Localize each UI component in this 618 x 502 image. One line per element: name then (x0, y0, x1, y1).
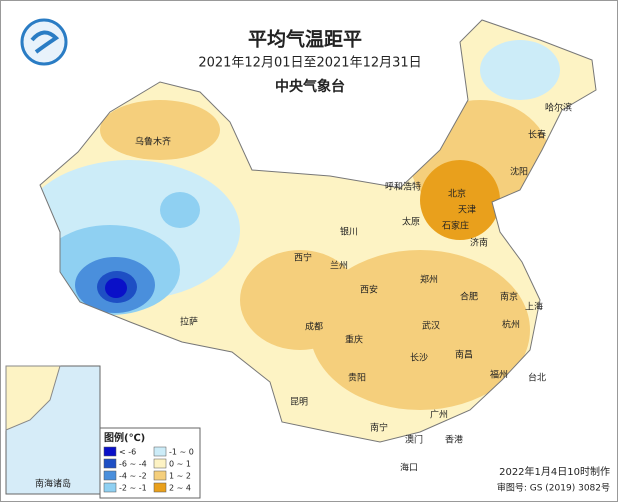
city-label: 北京 (448, 188, 466, 200)
city-label: 拉萨 (180, 316, 198, 328)
city-label: 广州 (430, 409, 448, 421)
city-label: 南宁 (370, 422, 388, 434)
approval: 审图号: GS (2019) 3082号 (497, 482, 610, 494)
city-label: 香港 (445, 434, 463, 446)
city-label: 贵阳 (348, 372, 366, 384)
legend-swatch (103, 458, 117, 469)
city-label: 西安 (360, 284, 378, 296)
city-label: 海口 (400, 462, 418, 474)
agency: 中央气象台 (275, 78, 345, 95)
city-label: 沈阳 (510, 166, 528, 178)
title: 平均气温距平 (248, 28, 362, 51)
legend-label: 0 ~ 1 (169, 460, 191, 469)
legend-swatch (103, 446, 117, 457)
city-label: 天津 (458, 205, 476, 216)
city-label: 澳门 (405, 434, 423, 446)
city-label: 长沙 (410, 352, 428, 364)
legend-label: < -6 (119, 448, 136, 457)
legend-label: -1 ~ 0 (169, 448, 194, 457)
city-label: 合肥 (460, 291, 478, 303)
legend-label: 2 ~ 4 (169, 484, 191, 493)
city-label: 南京 (500, 291, 518, 303)
city-label: 福州 (490, 369, 508, 381)
city-label: 兰州 (330, 260, 348, 272)
legend-swatch (153, 458, 167, 469)
city-label: 太原 (402, 216, 420, 228)
border (39, 19, 597, 443)
made-date: 2022年1月4日10时制作 (499, 465, 610, 478)
legend: 图例(℃) < -6 -6 ~ -4 -4 ~ -2 -2 ~ -1 -1 ~ 0 0 ~… (99, 427, 201, 499)
logo (20, 18, 68, 66)
legend-title: 图例(℃) (104, 431, 145, 444)
city-label: 乌鲁木齐 (135, 136, 171, 148)
city-label: 哈尔滨 (545, 102, 572, 114)
legend-label: -4 ~ -2 (119, 472, 147, 481)
city-label: 银川 (340, 226, 358, 238)
city-label: 昆明 (290, 397, 308, 408)
city-label: 郑州 (420, 274, 438, 286)
inset-label: 南海诸岛 (35, 478, 71, 490)
city-label: 上海 (525, 301, 543, 313)
legend-swatch (153, 482, 167, 493)
legend-label: 1 ~ 2 (169, 472, 191, 481)
legend-swatch (103, 470, 117, 481)
legend-swatch (153, 470, 167, 481)
period: 2021年12月01日至2021年12月31日 (198, 56, 421, 71)
city-label: 成都 (305, 321, 323, 333)
city-label: 石家庄 (442, 220, 469, 232)
legend-label: -2 ~ -1 (119, 484, 147, 493)
city-label: 重庆 (345, 334, 363, 346)
legend-swatch (103, 482, 117, 493)
legend-label: -6 ~ -4 (119, 460, 147, 469)
city-label: 台北 (528, 372, 546, 384)
city-label: 西宁 (294, 252, 312, 264)
city-label: 长春 (528, 129, 546, 141)
inset: 南海诸岛 (5, 365, 101, 495)
city-label: 呼和浩特 (385, 181, 421, 193)
city-label: 杭州 (502, 319, 520, 331)
city-label: 南昌 (455, 349, 473, 361)
city-label: 济南 (470, 237, 488, 249)
legend-swatch (153, 446, 167, 457)
city-label: 武汉 (422, 320, 440, 332)
